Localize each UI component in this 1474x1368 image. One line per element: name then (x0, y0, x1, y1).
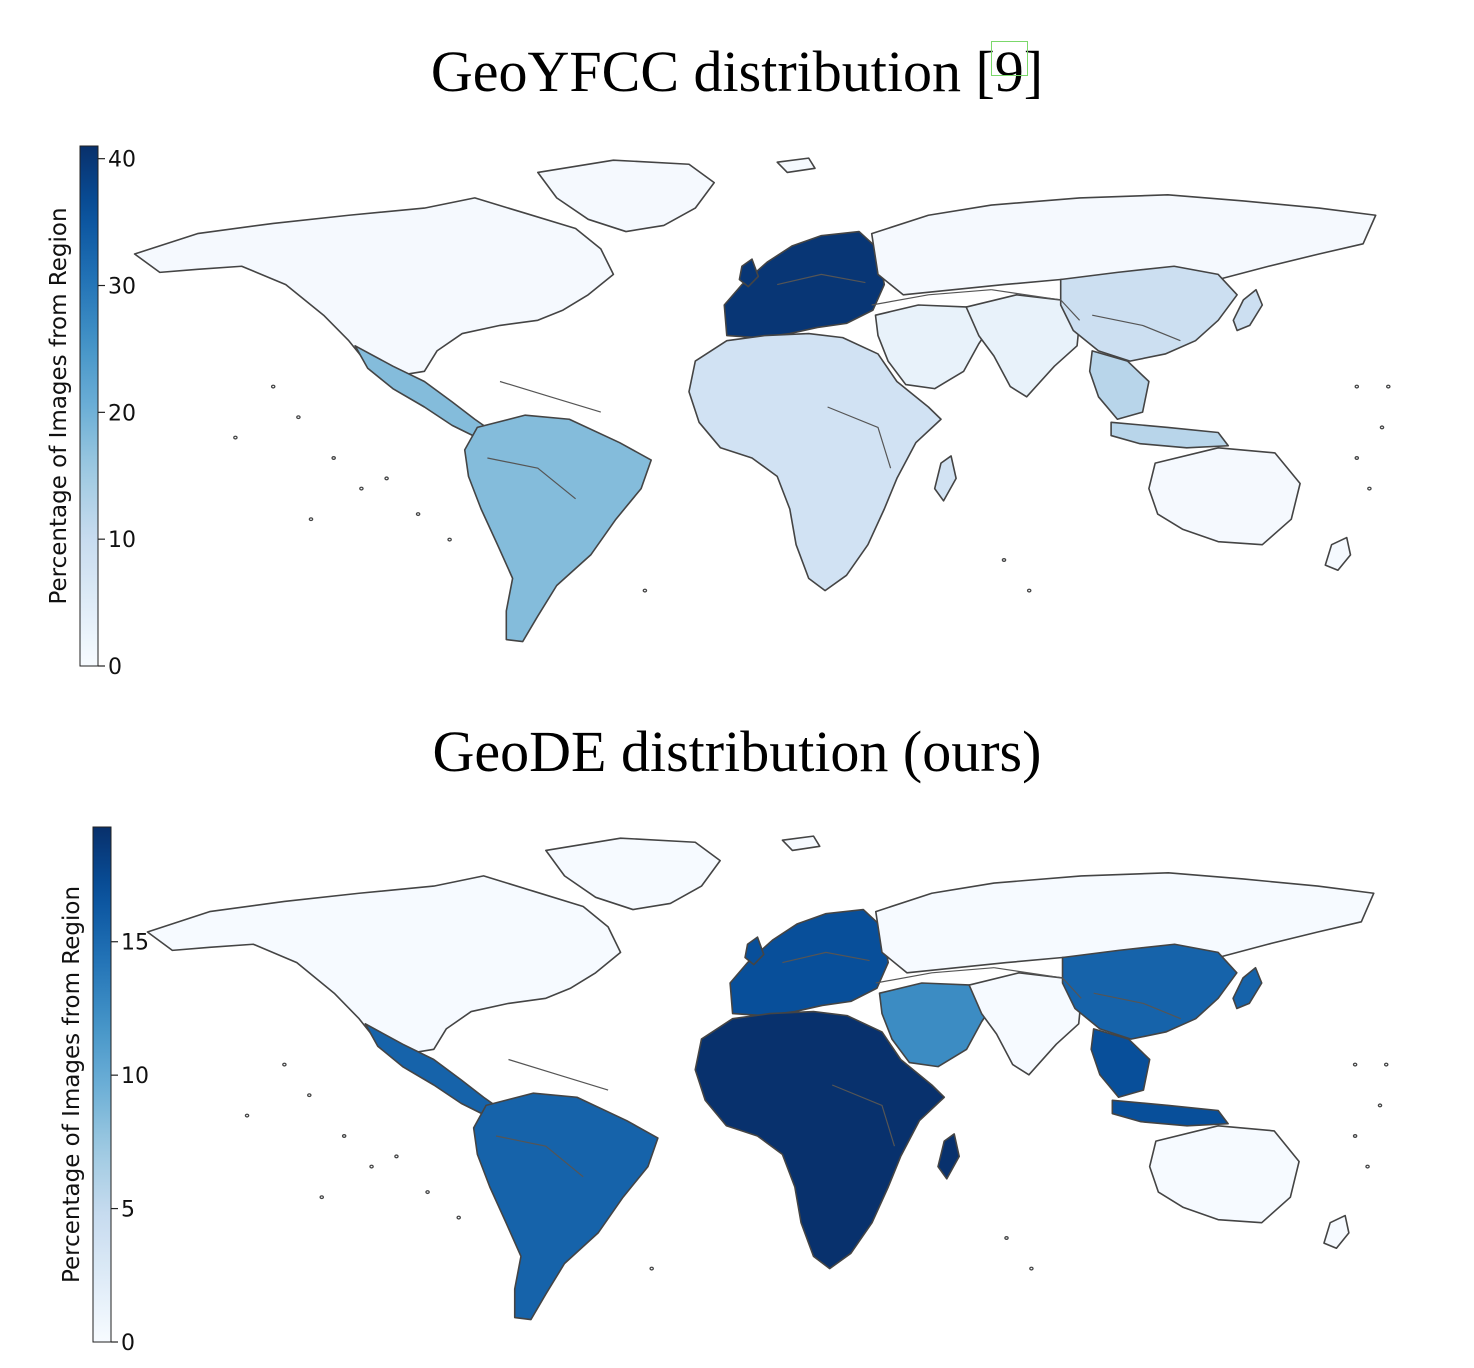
region-east-asia (1061, 266, 1237, 361)
small-island (1385, 1063, 1388, 1066)
small-island (1030, 1267, 1033, 1270)
panel-title-geode: GeoDE distribution (ours) (432, 719, 1042, 784)
small-island (1355, 385, 1358, 388)
region-africa (695, 1012, 944, 1269)
island-europe (739, 259, 758, 287)
world-map (147, 836, 1387, 1319)
small-island (395, 1155, 398, 1158)
small-island (297, 416, 300, 419)
small-island (1387, 385, 1390, 388)
small-island (283, 1063, 286, 1066)
small-island (643, 589, 646, 592)
panel-title-geoyfcc: GeoYFCC distribution [9] (0, 38, 1474, 105)
country-border (872, 290, 992, 305)
region-russia (876, 873, 1374, 973)
island-africa (938, 1134, 959, 1179)
colorbar (92, 826, 112, 1343)
small-island (650, 1267, 653, 1270)
region-east-asia (1063, 944, 1237, 1039)
small-island (360, 487, 363, 490)
small-island (426, 1191, 429, 1194)
country-border (782, 952, 869, 962)
title-bracket: ] (1023, 39, 1044, 104)
small-island (1002, 559, 1005, 562)
colorbar (79, 145, 99, 667)
colorbar-tick-label: 0 (108, 655, 122, 680)
geode-map-panel: 0 5 10 15 Percentage of Images from Region (59, 826, 1474, 1356)
small-island (1378, 1104, 1381, 1107)
region-russia (872, 195, 1376, 295)
country-border (876, 968, 994, 983)
world-map (135, 158, 1390, 641)
small-island (370, 1165, 373, 1168)
small-island (1005, 1237, 1008, 1240)
geoyfcc-map-panel: 0 10 20 30 40 Percentage of Images from Regio… (46, 145, 1474, 680)
small-island (1380, 426, 1383, 429)
region-greenland (538, 160, 714, 231)
small-island (1355, 457, 1358, 460)
island-greenland (782, 836, 819, 850)
island-europe (745, 937, 764, 965)
country-border (832, 1085, 894, 1146)
colorbar-tick-label: 10 (108, 528, 136, 553)
colorbar-label: Percentage of Images from Region (46, 207, 72, 604)
colorbar-tick-label: 15 (121, 931, 149, 956)
small-island (309, 518, 312, 521)
island-east-asia (1233, 968, 1262, 1009)
country-border (1092, 315, 1180, 341)
region-southeast-asia (1090, 351, 1229, 448)
region-west-asia (880, 983, 995, 1067)
colorbar-tick-label: 30 (108, 275, 136, 300)
island-greenland (777, 158, 815, 172)
small-island (1368, 487, 1371, 490)
country-border (994, 968, 1081, 999)
colorbar-tick-label: 10 (121, 1064, 149, 1089)
small-island (448, 538, 451, 541)
small-island (1366, 1165, 1369, 1168)
island-east-asia (1233, 290, 1262, 331)
small-island (343, 1135, 346, 1138)
colorbar-tick-label: 40 (108, 148, 136, 173)
citation-link[interactable]: 9 (994, 39, 1024, 104)
country-border (1094, 993, 1181, 1019)
country-border (828, 407, 891, 468)
region-north-america (135, 198, 614, 377)
region-south-america (474, 1093, 658, 1319)
region-north-america (147, 876, 620, 1055)
small-island (1353, 1063, 1356, 1066)
country-border (777, 274, 865, 284)
colorbar-tick-label: 20 (108, 401, 136, 426)
region-southeast-asia (1091, 1029, 1228, 1126)
region-greenland (546, 838, 720, 909)
small-island (1353, 1135, 1356, 1138)
small-island (308, 1094, 311, 1097)
country-border (496, 1136, 583, 1177)
island-africa (935, 456, 956, 501)
region-africa (689, 334, 941, 591)
country-border (487, 458, 575, 499)
colorbar-tick-label: 5 (121, 1198, 135, 1223)
region-oceania (1150, 1126, 1299, 1223)
small-island (234, 436, 237, 439)
small-island (332, 457, 335, 460)
region-oceania (1149, 448, 1300, 545)
country-border (509, 1060, 609, 1091)
small-island (416, 513, 419, 516)
colorbar-tick-label: 0 (121, 1331, 135, 1356)
country-border (500, 382, 601, 413)
colorbar-label: Percentage of Images from Region (59, 886, 85, 1283)
small-island (385, 477, 388, 480)
small-island (320, 1196, 323, 1199)
country-border (991, 290, 1079, 321)
small-island (1028, 589, 1031, 592)
small-island (245, 1114, 248, 1117)
small-island (457, 1216, 460, 1219)
small-island (272, 385, 275, 388)
island-oceania (1325, 538, 1350, 571)
region-west-asia (875, 305, 991, 389)
region-south-america (465, 415, 651, 641)
island-oceania (1324, 1216, 1349, 1249)
title-text: GeoYFCC distribution [ (430, 39, 995, 104)
